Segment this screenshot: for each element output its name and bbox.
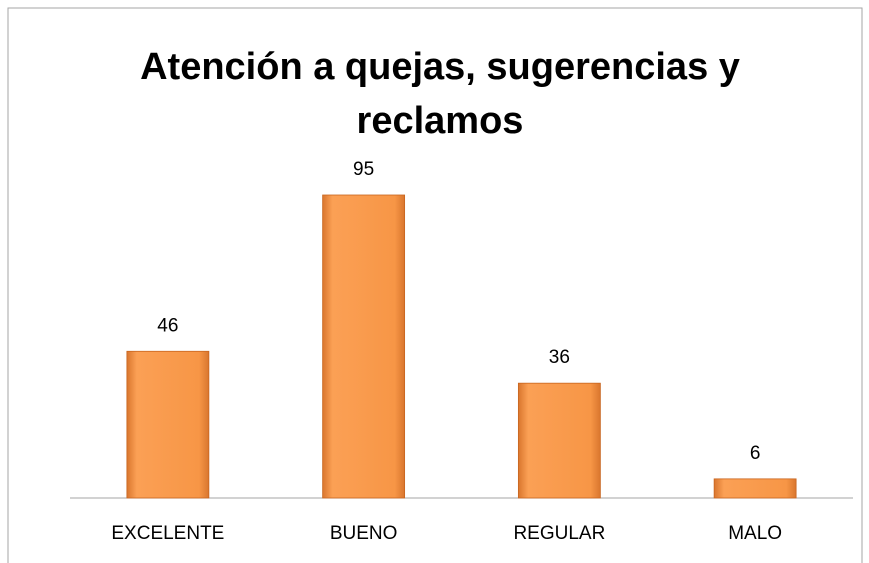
bar: [713, 478, 797, 499]
bar: [126, 350, 210, 499]
data-label: 6: [750, 443, 761, 464]
x-tick-label: EXCELENTE: [111, 523, 224, 544]
x-tick-label: BUENO: [330, 523, 398, 544]
data-label: 36: [549, 347, 570, 368]
x-tick-label: REGULAR: [513, 523, 605, 544]
chart-title: Atención a quejas, sugerencias y reclamo…: [140, 46, 740, 142]
bar: [517, 382, 601, 499]
data-label: 46: [157, 315, 178, 336]
chart-frame: [7, 7, 863, 563]
bar: [322, 194, 406, 499]
x-tick-label: MALO: [728, 523, 782, 544]
data-label: 95: [353, 159, 374, 180]
